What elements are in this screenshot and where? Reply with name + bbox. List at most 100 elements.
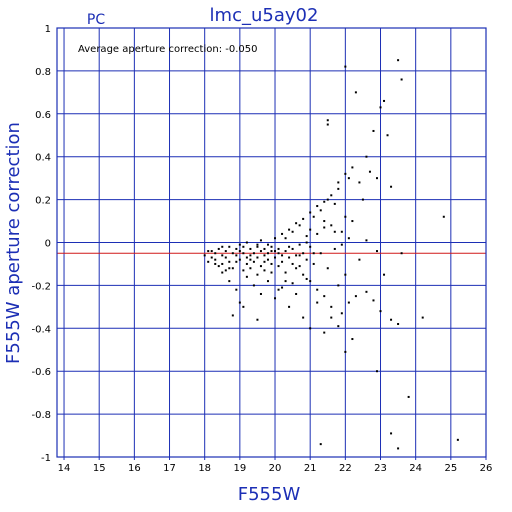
x-tick-label: 22 — [339, 463, 352, 474]
data-point — [228, 280, 231, 283]
data-point — [277, 247, 280, 250]
y-tick-label: -0.8 — [31, 410, 51, 421]
data-point — [224, 250, 227, 253]
data-point — [245, 256, 248, 259]
y-tick-label: 0 — [45, 239, 51, 250]
data-point — [372, 129, 375, 132]
data-point — [302, 217, 305, 220]
data-point — [386, 134, 389, 137]
data-point — [295, 267, 298, 270]
data-point — [365, 155, 368, 158]
data-point — [256, 245, 259, 248]
data-point — [224, 256, 227, 259]
data-point — [323, 220, 326, 223]
data-point — [252, 260, 255, 263]
data-point — [277, 265, 280, 268]
data-point — [221, 245, 224, 248]
data-point — [242, 252, 245, 255]
data-point — [256, 243, 259, 246]
x-tick-label: 25 — [444, 463, 457, 474]
data-point — [249, 247, 252, 250]
y-tick-label: 0.6 — [35, 110, 51, 121]
data-point — [207, 250, 210, 253]
x-tick-label: 24 — [409, 463, 422, 474]
data-point — [284, 280, 287, 283]
data-point — [238, 301, 241, 304]
data-point — [284, 237, 287, 240]
data-point — [337, 325, 340, 328]
data-point — [312, 252, 315, 255]
data-point — [309, 228, 312, 231]
data-points — [203, 59, 459, 450]
data-point — [305, 235, 308, 238]
data-point — [354, 295, 357, 298]
data-point — [263, 247, 266, 250]
data-point — [333, 247, 336, 250]
data-point — [228, 245, 231, 248]
data-point — [245, 275, 248, 278]
x-tick-label: 23 — [374, 463, 387, 474]
x-tick-label: 18 — [198, 463, 211, 474]
data-point — [266, 243, 269, 246]
data-point — [344, 350, 347, 353]
data-point — [252, 252, 255, 255]
data-point — [390, 432, 393, 435]
data-point — [210, 250, 213, 253]
data-point — [305, 277, 308, 280]
data-point — [238, 250, 241, 253]
x-tick-label: 19 — [233, 463, 246, 474]
plot-frame — [56, 27, 487, 458]
panel-label: PC — [87, 12, 105, 28]
data-point — [379, 310, 382, 313]
data-point — [347, 301, 350, 304]
data-point — [319, 209, 322, 212]
data-point — [330, 224, 333, 227]
data-point — [288, 256, 291, 259]
data-point — [224, 269, 227, 272]
data-point — [291, 282, 294, 285]
data-point — [242, 269, 245, 272]
data-point — [365, 290, 368, 293]
data-point — [361, 198, 364, 201]
data-point — [256, 273, 259, 276]
data-point — [344, 65, 347, 68]
grid-lines — [57, 28, 486, 457]
data-point — [259, 250, 262, 253]
data-point — [333, 202, 336, 205]
data-point — [298, 254, 301, 257]
data-point — [231, 267, 234, 270]
data-point — [333, 230, 336, 233]
data-point — [340, 230, 343, 233]
data-point — [266, 252, 269, 255]
x-axis-label: F555W — [238, 484, 301, 505]
data-point — [372, 299, 375, 302]
x-tick-label: 21 — [304, 463, 317, 474]
data-point — [397, 59, 400, 62]
y-tick-label: -0.6 — [31, 367, 51, 378]
data-point — [390, 185, 393, 188]
x-tick-labels: 14 15 16 17 18 19 20 21 22 23 24 25 26 — [58, 457, 492, 474]
data-point — [263, 269, 266, 272]
data-point — [302, 252, 305, 255]
x-tick-label: 14 — [58, 463, 71, 474]
y-axis-label: F555W aperture correction — [3, 122, 24, 364]
data-point — [337, 187, 340, 190]
data-point — [274, 297, 277, 300]
data-point — [274, 256, 277, 259]
y-tick-label: 0.4 — [35, 153, 51, 164]
data-point — [259, 292, 262, 295]
data-point — [312, 215, 315, 218]
data-point — [295, 222, 298, 225]
y-tick-label: -0.4 — [31, 324, 51, 335]
data-point — [375, 370, 378, 373]
data-point — [281, 254, 284, 257]
data-point — [309, 327, 312, 330]
data-point — [326, 198, 329, 201]
data-point — [214, 252, 217, 255]
data-point — [270, 271, 273, 274]
data-point — [259, 239, 262, 242]
data-point — [291, 262, 294, 265]
data-point — [340, 243, 343, 246]
data-point — [238, 258, 241, 261]
